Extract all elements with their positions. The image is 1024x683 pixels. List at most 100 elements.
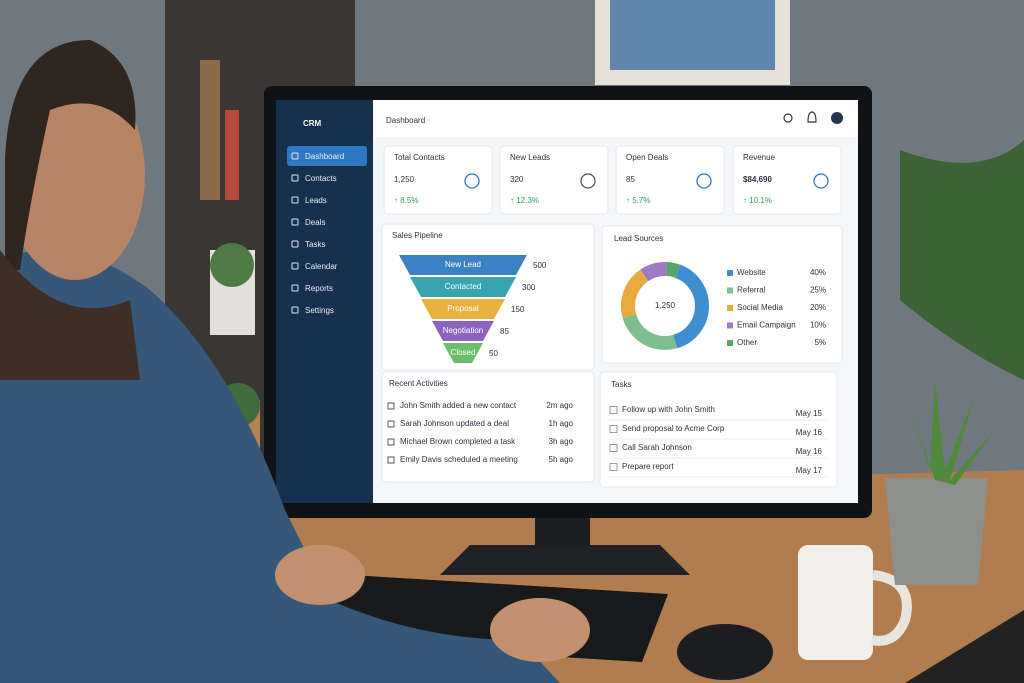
- legend-value: 40%: [810, 268, 826, 277]
- task-checkbox[interactable]: [609, 406, 618, 414]
- activity-time: 5h ago: [549, 455, 574, 464]
- panel: [601, 225, 843, 364]
- menu-item[interactable]: Dashboard: [305, 152, 344, 161]
- notebook: [905, 610, 1024, 683]
- person-beard: [0, 250, 140, 380]
- activity-time: 1h ago: [549, 419, 574, 428]
- stat-card: [499, 145, 609, 215]
- menu-item[interactable]: Calendar: [305, 262, 338, 271]
- menu-item[interactable]: Leads: [305, 196, 327, 205]
- panel: [381, 371, 595, 483]
- sidebar: [276, 100, 373, 503]
- legend-label: Email Campaign: [737, 321, 796, 330]
- task-text: Prepare report: [622, 462, 674, 471]
- donut-segment: [622, 313, 678, 350]
- stat-icon: [580, 173, 596, 189]
- menu-icon: [291, 218, 299, 226]
- stat-value: $84,690: [743, 175, 772, 184]
- panel-title: Tasks: [611, 380, 631, 389]
- activity-text: Emily Davis scheduled a meeting: [400, 455, 518, 464]
- activity-text: Michael Brown completed a task: [400, 437, 516, 446]
- task-date: May 15: [796, 409, 823, 418]
- avatar: [831, 112, 843, 124]
- panel-title: Sales Pipeline: [392, 231, 443, 240]
- funnel-value: 500: [533, 261, 547, 270]
- legend-swatch: [727, 287, 733, 294]
- search-icon: [783, 113, 793, 123]
- stat-icon: [696, 173, 712, 189]
- funnel-value: 150: [511, 305, 525, 314]
- donut-segment: [640, 262, 667, 282]
- picture: [610, 0, 775, 70]
- menu-item[interactable]: Settings: [305, 306, 334, 315]
- mug-handle: [870, 570, 912, 646]
- stat-label: Total Contacts: [394, 153, 445, 162]
- stat-value: 1,250: [394, 175, 415, 184]
- funnel-value: 50: [489, 349, 498, 358]
- funnel-label: Closed: [451, 348, 476, 357]
- book: [200, 60, 220, 200]
- hand: [490, 598, 590, 662]
- stat-value: 85: [626, 175, 635, 184]
- dashboard: CRM Dashboard Contacts Leads Deals Tasks Calen…: [276, 100, 858, 503]
- task-text: Send proposal to Acme Corp: [622, 424, 725, 433]
- funnel-value: 300: [522, 283, 536, 292]
- stat-label: Revenue: [743, 153, 776, 162]
- menu-icon: [291, 240, 299, 248]
- logo: CRM: [303, 119, 322, 128]
- header: [373, 100, 858, 137]
- legend-swatch: [727, 340, 733, 346]
- legend-value: 25%: [810, 286, 826, 295]
- task-checkbox[interactable]: [609, 463, 618, 471]
- menu-active: [287, 146, 367, 166]
- stat-card: [615, 145, 725, 215]
- funnel-label: Negotiation: [443, 326, 483, 335]
- funnel-label: Proposal: [447, 304, 479, 313]
- stat-card: [732, 145, 842, 215]
- activity-icon: [387, 420, 395, 428]
- stat-change: ↑ 5.7%: [626, 196, 650, 205]
- book: [225, 110, 239, 200]
- legend-label: Social Media: [737, 303, 783, 312]
- activity-icon: [387, 438, 395, 446]
- menu-icon: [291, 174, 299, 182]
- desk-plant: [905, 380, 995, 485]
- funnel-stage: [410, 277, 516, 297]
- menu-icon: [291, 306, 299, 314]
- menu-icon: [291, 284, 299, 292]
- activity-time: 2m ago: [546, 401, 573, 410]
- mouse: [677, 624, 773, 680]
- panel-title: Recent Activities: [389, 379, 448, 388]
- donut-segment: [672, 264, 709, 349]
- task-text: Call Sarah Johnson: [622, 443, 692, 452]
- menu-item[interactable]: Tasks: [305, 240, 325, 249]
- donut-segment: [621, 269, 649, 319]
- task-checkbox[interactable]: [609, 444, 618, 452]
- person-hair: [5, 40, 136, 270]
- stat-label: Open Deals: [626, 153, 668, 162]
- hand: [275, 545, 365, 605]
- task-checkbox[interactable]: [609, 425, 618, 433]
- funnel-value: 85: [500, 327, 509, 336]
- menu-icon: [291, 262, 299, 270]
- panel-title: Lead Sources: [614, 234, 663, 243]
- stat-label: New Leads: [510, 153, 550, 162]
- task-date: May 17: [796, 466, 823, 475]
- legend-value: 20%: [810, 303, 826, 312]
- stat-change: ↑ 8.5%: [394, 196, 418, 205]
- menu-item[interactable]: Deals: [305, 218, 325, 227]
- menu-item[interactable]: Contacts: [305, 174, 337, 183]
- shelf-plant: [210, 243, 254, 287]
- activity-text: John Smith added a new contact: [400, 401, 517, 410]
- menu-icon: [291, 152, 299, 160]
- bell-icon: [807, 111, 817, 123]
- legend-label: Referral: [737, 286, 766, 295]
- funnel-label: New Lead: [445, 260, 481, 269]
- funnel-stage: [399, 255, 527, 275]
- stat-value: 320: [510, 175, 524, 184]
- task-date: May 16: [796, 447, 823, 456]
- menu-item[interactable]: Reports: [305, 284, 333, 293]
- menu-icon: [291, 196, 299, 204]
